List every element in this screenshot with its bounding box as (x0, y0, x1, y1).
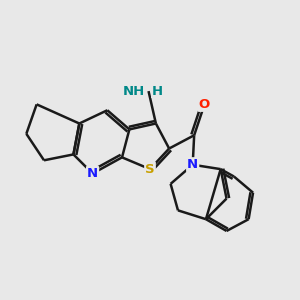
Text: NH: NH (123, 85, 145, 98)
Text: N: N (187, 158, 198, 171)
Text: H: H (152, 85, 163, 98)
Text: N: N (87, 167, 98, 180)
Text: S: S (145, 163, 155, 176)
Text: O: O (199, 98, 210, 111)
